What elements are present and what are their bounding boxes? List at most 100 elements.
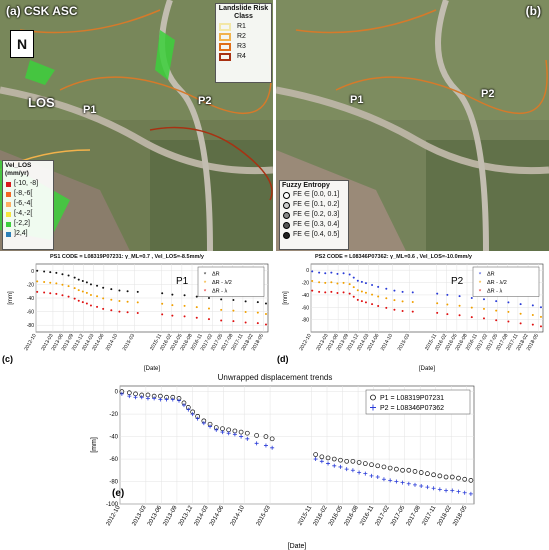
data-point [181, 403, 186, 408]
chart-panel-d: PS2 CODE = L08346P07362: γ_ML=0.6 , Vel_… [275, 252, 549, 372]
data-point [171, 293, 174, 296]
data-point [330, 281, 333, 284]
data-point [388, 478, 393, 483]
chart-d-title: PS2 CODE = L08346P07362: γ_ML=0.6 , Vel_… [315, 254, 472, 260]
data-point [136, 290, 139, 293]
data-point [507, 320, 510, 323]
data-point [444, 488, 449, 493]
data-point [539, 325, 542, 328]
x-tick-label: 2014-06 [209, 504, 226, 527]
north-label: N [16, 36, 28, 52]
data-point [456, 489, 461, 494]
data-point [254, 433, 259, 438]
x-tick-label: 2012-10 [23, 333, 37, 352]
velocity-class-swatch [6, 191, 11, 197]
data-point [411, 310, 414, 313]
x-tick-label: 2013-12 [178, 504, 195, 527]
data-point [67, 285, 70, 288]
x-tick-label: 2017-08 [406, 504, 423, 527]
legend-label: ΔR [212, 272, 220, 278]
y-tick-label: -80 [302, 318, 309, 324]
data-point [313, 457, 318, 462]
data-point [412, 469, 418, 474]
data-point [352, 276, 355, 279]
data-point [245, 436, 250, 441]
data-point [394, 466, 399, 472]
data-point [507, 301, 510, 304]
data-point [77, 289, 80, 292]
point-label: P2 [451, 276, 464, 287]
velocity-class-label: [-2,2] [14, 220, 30, 227]
data-point [462, 490, 467, 495]
x-tick-label: 2014-10 [105, 333, 119, 352]
data-point [61, 283, 64, 286]
data-point [118, 300, 121, 303]
data-point [431, 486, 436, 491]
data-point [350, 468, 355, 473]
y-tick-label: -80 [109, 480, 118, 486]
y-axis-label: [mm] [91, 437, 98, 453]
data-point [377, 305, 380, 308]
data-point [232, 309, 235, 312]
y-tick-label: -40 [302, 293, 309, 299]
y-tick-label: -40 [27, 296, 34, 302]
data-point [220, 430, 225, 435]
data-point [207, 307, 210, 310]
data-point [364, 291, 367, 294]
x-tick-label: 2016-02 [313, 504, 330, 527]
x-tick-label: 2016-11 [359, 504, 375, 526]
x-tick-label: 2014-03 [194, 504, 211, 527]
data-point [232, 320, 235, 323]
x-tick-label: 2015-03 [256, 504, 273, 527]
risk-class-label: R3 [237, 43, 246, 50]
data-point [363, 471, 368, 476]
data-point [381, 477, 386, 482]
entropy-class-item: FE ∈ [0.2, 0.3] [280, 210, 348, 220]
data-point [55, 271, 58, 274]
legend-marker: * [204, 271, 207, 278]
entropy-class-item: FE ∈ [0.0, 0.1] [280, 190, 348, 200]
data-point [352, 295, 355, 298]
data-point [371, 303, 374, 306]
data-point [36, 269, 39, 272]
data-point [220, 308, 223, 311]
data-point [171, 314, 174, 317]
data-point [387, 465, 393, 471]
entropy-class-item: FE ∈ [0.3, 0.4] [280, 220, 348, 230]
data-point [110, 288, 113, 291]
data-point [394, 479, 399, 484]
data-point [220, 319, 223, 322]
entropy-class-swatch [283, 191, 290, 199]
data-point [436, 302, 439, 305]
x-axis-label: [Date] [144, 366, 160, 372]
velocity-class-item: [-6,-4[ [3, 199, 53, 209]
risk-legend-title: Landslide Risk Class [218, 5, 269, 20]
y-axis-label: [mm] [8, 291, 14, 305]
data-point [313, 452, 318, 457]
fuzzy-entropy-title: Fuzzy Entropy [282, 182, 330, 189]
data-point [161, 292, 164, 295]
data-point [385, 297, 388, 300]
x-tick-label: 2017-02 [375, 504, 392, 527]
velocity-class-label: [-10, -8] [14, 180, 39, 187]
risk-class-item: R2 [216, 32, 271, 42]
risk-class-item: R4 [216, 52, 271, 62]
data-point [127, 394, 132, 399]
data-point [364, 282, 367, 285]
risk-class-item: R1 [216, 22, 271, 32]
data-point [164, 397, 169, 402]
data-point [67, 295, 70, 298]
data-point [458, 314, 461, 317]
data-point [55, 282, 58, 285]
panel-label: (c) [2, 354, 13, 364]
data-point [425, 471, 430, 477]
data-point [482, 307, 485, 310]
data-point [256, 311, 259, 314]
data-point [324, 272, 327, 275]
data-point [89, 293, 92, 296]
data-point [311, 270, 314, 273]
legend-label: ΔR - λ/2 [212, 280, 232, 286]
data-point [177, 398, 181, 403]
y-tick-label: -60 [27, 310, 34, 316]
